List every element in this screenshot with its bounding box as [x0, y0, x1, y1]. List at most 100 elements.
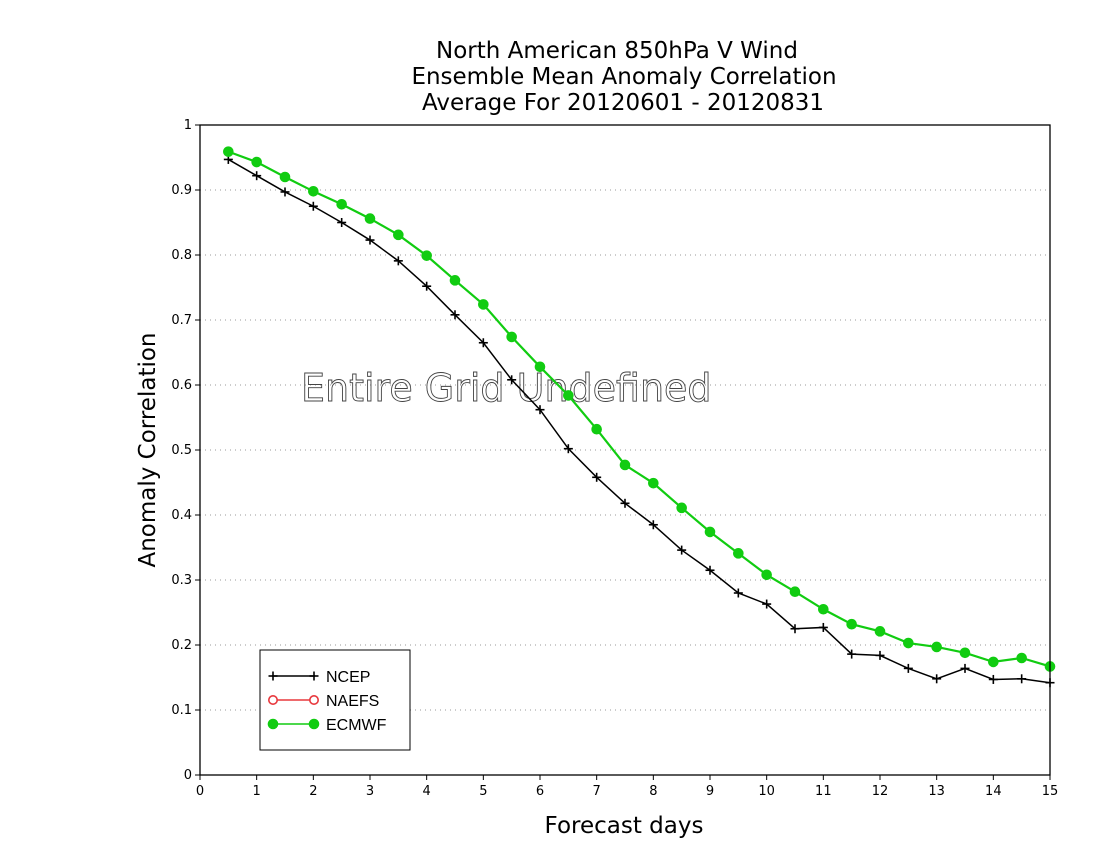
point-ncep-26	[960, 663, 970, 673]
point-ncep-13	[592, 472, 602, 482]
series-layer	[223, 146, 1056, 688]
point-ncep-14	[620, 498, 630, 508]
y-tick-label-2: 0.2	[171, 638, 192, 653]
point-ncep-20	[790, 624, 800, 634]
y-tick-label-3: 0.3	[171, 573, 192, 588]
title-line-2: Ensemble Mean Anomaly Correlation	[411, 64, 836, 90]
x-tick-label-5: 5	[479, 784, 487, 799]
x-tick-label-8: 8	[649, 784, 657, 799]
point-ncep-2	[280, 187, 290, 197]
point-ncep-17	[705, 565, 715, 575]
x-tick-label-15: 15	[1042, 784, 1059, 799]
point-ncep-18	[733, 588, 743, 598]
legend-marker-end-naefs	[308, 694, 319, 705]
point-ecmwf-13	[591, 423, 602, 435]
point-ecmwf-24	[903, 637, 914, 649]
point-ecmwf-9	[478, 299, 489, 310]
point-ncep-28	[1017, 674, 1027, 684]
point-ncep-19	[762, 599, 772, 609]
x-tick-label-0: 0	[196, 784, 204, 799]
point-ncep-16	[677, 545, 687, 555]
x-axis-label: Forecast days	[545, 813, 704, 839]
point-ecmwf-10	[506, 331, 517, 343]
point-ncep-4	[337, 218, 347, 227]
x-tick-label-3: 3	[366, 784, 374, 799]
y-tick-label-0: 0	[184, 768, 192, 783]
grid-lines	[200, 189, 1050, 711]
point-ncep-3	[308, 201, 318, 211]
legend-label-ecmwf: ECMWF	[326, 717, 387, 734]
x-tick-label-1: 1	[253, 784, 261, 799]
point-ncep-23	[875, 650, 885, 660]
x-tick-label-6: 6	[536, 784, 544, 799]
x-tick-label-2: 2	[309, 784, 317, 799]
legend-marker-start-naefs	[267, 694, 278, 705]
point-ecmwf-5	[364, 213, 376, 224]
point-ncep-15	[648, 520, 658, 530]
point-ecmwf-12	[563, 390, 574, 401]
point-ncep-8	[450, 310, 460, 320]
point-ecmwf-11	[534, 361, 546, 373]
legend-marker-end-ecmwf	[308, 718, 320, 730]
legend-item-ncep: NCEP	[268, 669, 370, 686]
point-ncep-11	[535, 405, 545, 415]
legend-marker-start-ncep	[268, 671, 278, 681]
point-ncep-25	[932, 674, 942, 684]
point-ecmwf-23	[874, 626, 886, 637]
y-tick-label-5: 0.5	[171, 443, 192, 458]
point-ncep-24	[903, 663, 913, 673]
point-ecmwf-16	[676, 502, 687, 514]
title-line-3: Average For 20120601 - 20120831	[422, 90, 824, 116]
point-ecmwf-17	[704, 526, 716, 538]
point-ncep-12	[563, 444, 573, 454]
point-ncep-6	[393, 256, 403, 266]
point-ncep-10	[507, 375, 517, 385]
legend-marker-end-ncep	[309, 671, 319, 681]
x-tick-label-11: 11	[815, 784, 832, 799]
title-line-1: North American 850hPa V Wind	[436, 38, 798, 64]
point-ecmwf-8	[449, 275, 461, 286]
point-ecmwf-1	[251, 156, 262, 168]
y-tick-label-10: 1	[184, 118, 192, 133]
x-tick-label-4: 4	[423, 784, 431, 799]
point-ncep-22	[847, 649, 857, 659]
point-ecmwf-4	[336, 199, 347, 210]
y-tick-label-4: 0.4	[171, 508, 192, 523]
x-tick-label-13: 13	[928, 784, 945, 799]
point-ncep-9	[478, 338, 488, 348]
point-ecmwf-14	[619, 459, 631, 471]
point-ecmwf-0	[223, 146, 234, 157]
series-ncep	[223, 154, 1055, 688]
x-axis-ticks: 0 1 2 3 4 5 6 7 8 9 10 11 12 13 14 15	[196, 775, 1058, 799]
point-ncep-27	[988, 674, 998, 684]
legend-item-naefs: NAEFS	[267, 693, 379, 710]
y-tick-label-6: 0.6	[171, 378, 192, 393]
y-tick-label-8: 0.8	[171, 248, 192, 263]
x-tick-label-10: 10	[758, 784, 775, 799]
point-ecmwf-26	[959, 647, 971, 659]
point-ecmwf-22	[846, 618, 857, 630]
legend-item-ecmwf: ECMWF	[267, 717, 387, 734]
point-ncep-7	[422, 281, 432, 291]
series-ecmwf	[223, 146, 1056, 672]
point-ecmwf-19	[761, 569, 772, 581]
point-ecmwf-28	[1016, 652, 1027, 664]
legend: NCEP NAEFS ECMWF	[259, 649, 411, 751]
y-tick-label-7: 0.7	[171, 313, 192, 328]
plot-frame	[199, 124, 1051, 776]
point-ecmwf-18	[733, 548, 744, 559]
x-tick-label-7: 7	[593, 784, 601, 799]
point-ncep-1	[252, 171, 262, 181]
series-line-ncep	[227, 158, 1051, 684]
legend-marker-start-ecmwf	[267, 718, 279, 730]
point-ncep-21	[818, 622, 828, 632]
y-axis-ticks: 0 0.1 0.2 0.3 0.4 0.5 0.6 0.7 0.8 0.9 1	[171, 118, 200, 783]
y-tick-label-9: 0.9	[171, 183, 192, 198]
point-ecmwf-7	[421, 250, 432, 261]
x-tick-label-14: 14	[985, 784, 1002, 799]
legend-label-naefs: NAEFS	[326, 693, 379, 710]
point-ecmwf-6	[393, 229, 404, 241]
point-ecmwf-15	[648, 477, 659, 489]
x-tick-label-9: 9	[706, 784, 714, 799]
y-axis-label: Anomaly Correlation	[135, 332, 161, 567]
